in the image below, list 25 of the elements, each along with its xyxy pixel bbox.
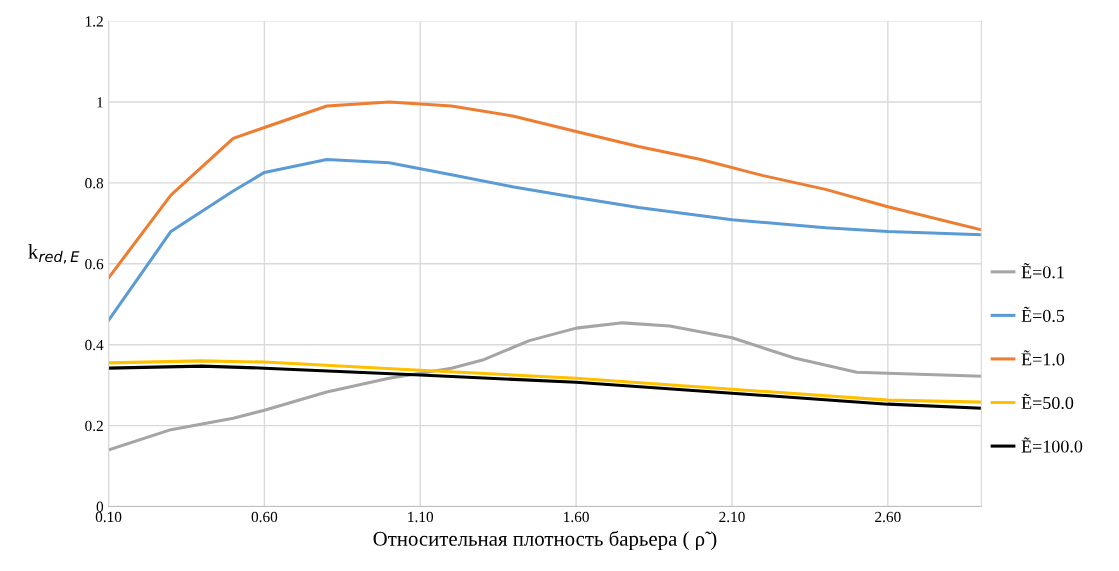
y-tick-label: 0 — [96, 501, 104, 512]
x-tick-label: 0.10 — [95, 511, 122, 523]
legend-label: Ẽ=0.1 — [1021, 263, 1064, 279]
x-axis-title: Относительная плотность барьера ( ρ̃ ) — [373, 530, 717, 551]
line-series — [108, 359, 982, 404]
y-tick-label: 0.6 — [85, 258, 104, 270]
y-axis-title: k$_{red,E}$ — [28, 244, 80, 264]
line-series — [108, 321, 982, 452]
y-tick-label: 0.8 — [85, 178, 104, 189]
x-tick-label: 1.60 — [564, 511, 589, 523]
y-tick-label: 1 — [97, 97, 103, 108]
legend-label: Ẽ=100.0 — [1021, 437, 1083, 453]
x-tick-label: 2.10 — [719, 511, 745, 523]
x-tick-label: 1.10 — [408, 511, 434, 523]
y-tick-label: 1.2 — [85, 16, 103, 27]
line-series — [108, 100, 982, 280]
legend-label: Ẽ=1.0 — [1021, 350, 1065, 366]
line-series — [108, 157, 982, 322]
y-tick-label: 0.2 — [85, 420, 103, 432]
x-tick-label: 2.60 — [875, 511, 901, 523]
line-series — [108, 364, 982, 410]
legend-label: Ẽ=0.5 — [1021, 306, 1065, 322]
x-tick-label: 0.60 — [251, 511, 278, 523]
legend-label: Ẽ=50.0 — [1021, 393, 1074, 410]
y-tick-label: 0.4 — [85, 339, 104, 351]
